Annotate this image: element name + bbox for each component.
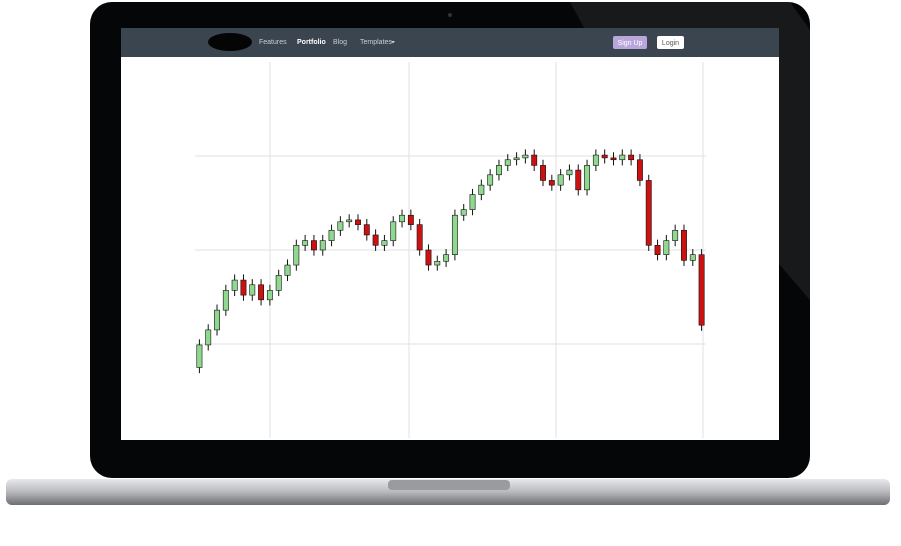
candle-body (302, 240, 309, 246)
candle-body (443, 254, 450, 262)
candle-body (487, 174, 494, 186)
candle-body (381, 240, 388, 246)
candle-body (231, 279, 238, 291)
login-button[interactable] (657, 36, 684, 49)
candle-body (628, 154, 635, 161)
candle-body (619, 154, 626, 161)
candle-body (425, 249, 432, 266)
logo[interactable] (208, 33, 252, 51)
caret-icon (391, 41, 395, 44)
candle-body (504, 159, 511, 166)
candle-body (575, 169, 582, 191)
screen (121, 28, 779, 440)
nav-link[interactable]: Features (259, 39, 287, 46)
nav-link[interactable]: Portfolio (297, 39, 326, 46)
camera (448, 13, 452, 17)
candle-body (434, 260, 441, 266)
candle-body (328, 229, 335, 241)
nav-link[interactable]: Blog (333, 39, 347, 46)
candle-body (363, 224, 370, 236)
candle-body (258, 284, 265, 301)
candle-body (478, 184, 485, 195)
candle-body (584, 165, 591, 191)
candle-body (310, 240, 317, 251)
candle-body (645, 180, 652, 246)
candle-body (407, 214, 414, 225)
candle-body (284, 264, 291, 276)
candle-body (654, 245, 661, 256)
candle-body (663, 240, 670, 256)
candle-body (266, 290, 273, 301)
candle-body (346, 219, 353, 223)
candle-body (592, 154, 599, 166)
candle-body (548, 180, 555, 186)
candle-body (636, 159, 643, 181)
candle-body (275, 275, 282, 291)
candle-body (566, 169, 573, 176)
candle-body (399, 214, 405, 223)
candle-body (196, 344, 203, 368)
candle-body (689, 254, 696, 261)
candle-body (513, 157, 520, 161)
candle-body (214, 309, 220, 331)
signup-button[interactable] (613, 36, 647, 49)
candle-body (390, 221, 397, 241)
candle-body (319, 240, 326, 251)
button-label[interactable]: Sign Up (618, 40, 643, 47)
laptop-base (6, 479, 890, 505)
candle-body (681, 229, 687, 261)
candle-body (460, 209, 467, 216)
candle-body (240, 279, 247, 296)
candle-body (355, 219, 361, 225)
candle-body (672, 229, 679, 241)
candle-body (698, 254, 705, 326)
candle-body (522, 154, 529, 159)
nav-link[interactable]: Templates (360, 39, 392, 46)
candle-body (372, 234, 379, 246)
button-label[interactable]: Login (662, 40, 679, 47)
notch (388, 480, 510, 490)
candle-body (496, 165, 502, 176)
candle-body (451, 214, 458, 256)
candle-body (557, 174, 564, 186)
candle-body (469, 194, 476, 210)
candle-body (540, 165, 546, 181)
candle-body (531, 154, 538, 166)
candle-body (222, 290, 229, 311)
candle-body (249, 284, 256, 296)
candle-body (205, 329, 212, 346)
candle-body (337, 221, 344, 231)
candle-body (601, 154, 608, 159)
candle-body (416, 224, 423, 251)
candle-body (610, 157, 617, 161)
candle-body (293, 245, 300, 266)
